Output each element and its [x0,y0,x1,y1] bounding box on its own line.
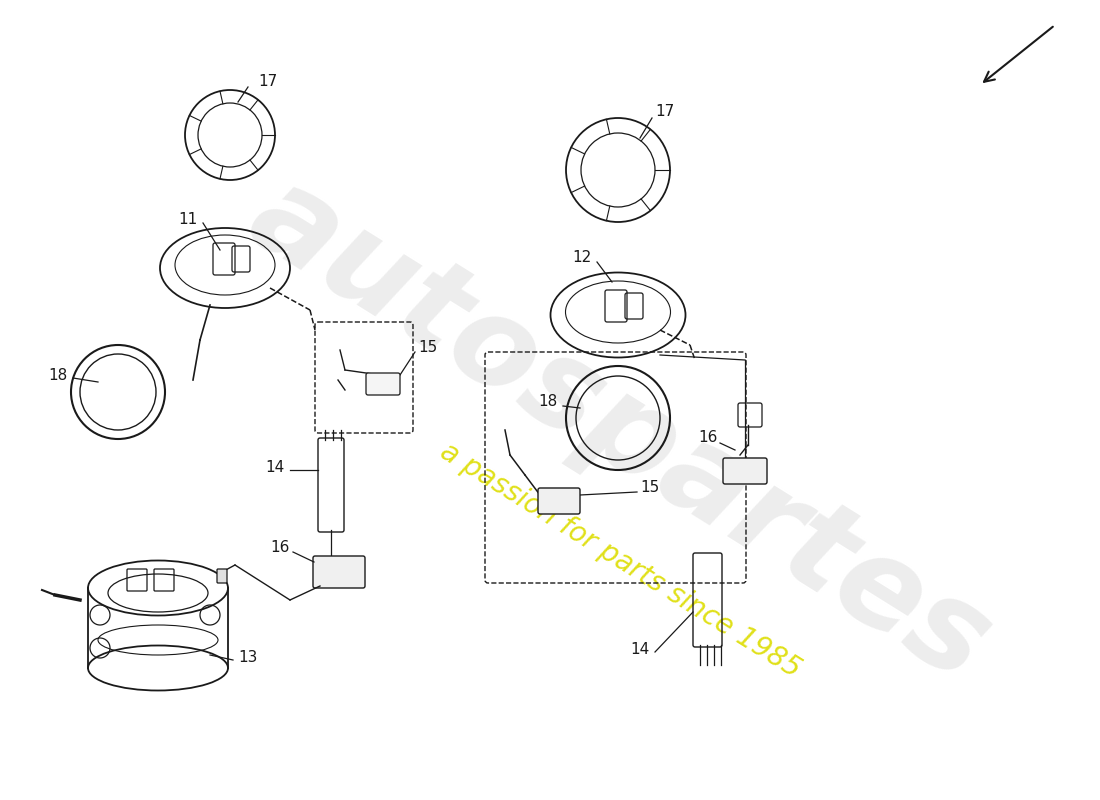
Text: 14: 14 [630,642,650,658]
Text: 15: 15 [418,341,438,355]
Text: 12: 12 [573,250,592,266]
Text: 17: 17 [654,105,674,119]
FancyBboxPatch shape [217,569,227,583]
Text: 16: 16 [698,430,718,446]
Text: autospartes: autospartes [229,154,1012,706]
Text: 11: 11 [178,213,198,227]
Text: 18: 18 [48,367,68,382]
Text: a passion for parts since 1985: a passion for parts since 1985 [434,437,805,683]
Text: 18: 18 [539,394,558,410]
FancyBboxPatch shape [723,458,767,484]
Text: 14: 14 [266,461,285,475]
Text: 15: 15 [640,481,659,495]
FancyBboxPatch shape [366,373,400,395]
Text: 17: 17 [258,74,277,90]
Text: 16: 16 [271,541,290,555]
FancyBboxPatch shape [538,488,580,514]
FancyBboxPatch shape [314,556,365,588]
Text: 13: 13 [238,650,257,666]
